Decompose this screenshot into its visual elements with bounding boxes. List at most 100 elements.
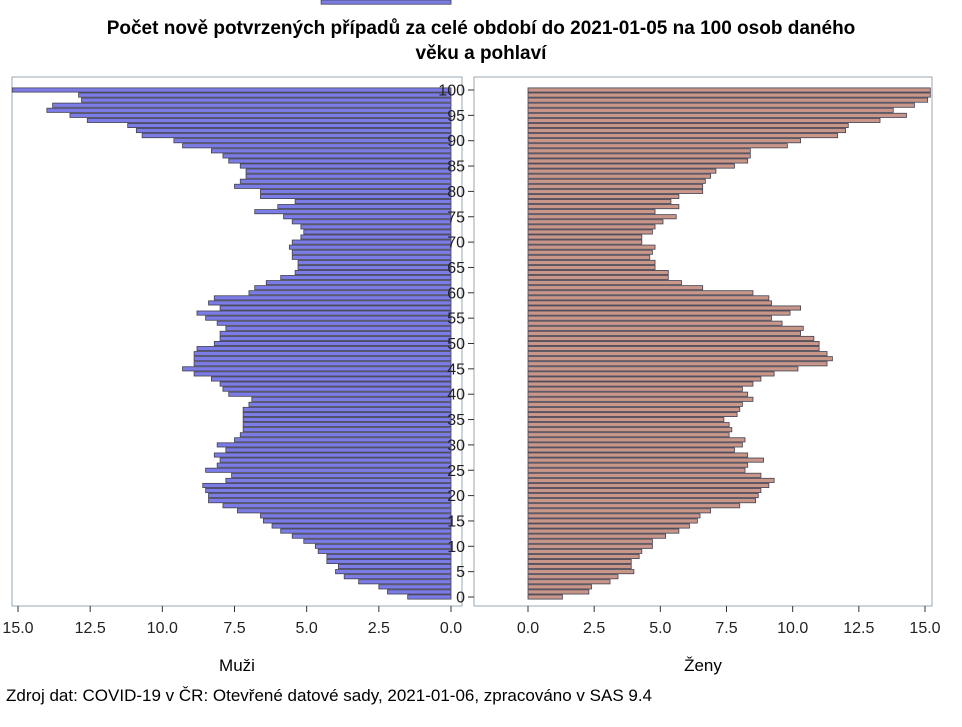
- women-x-tick-label: 5.0: [649, 620, 671, 637]
- y-tick-label: 70: [447, 235, 465, 252]
- y-tick-label: 45: [447, 361, 465, 378]
- women-bar-age-93: [527, 122, 849, 128]
- women-bar-age-9: [527, 548, 643, 554]
- y-tick-label: 75: [447, 209, 465, 226]
- y-tick-label: 100: [438, 83, 465, 100]
- y-tick-label: 25: [447, 463, 465, 480]
- men-bar-age-42: [219, 381, 452, 387]
- women-bar-age-23: [527, 477, 775, 483]
- women-bar-age-78: [527, 199, 672, 205]
- women-bar-age-67: [527, 254, 651, 260]
- men-bar-age-83: [245, 173, 452, 179]
- women-bar-age-25: [527, 467, 746, 473]
- women-bar-age-88: [527, 148, 751, 154]
- women-bar-age-77: [527, 204, 680, 210]
- men-bar-age-85: [239, 163, 452, 169]
- women-bar-age-86: [527, 158, 749, 164]
- women-bar-age-52: [527, 330, 802, 336]
- women-x-tick-label: 2.5: [583, 620, 605, 637]
- y-tick-label: 50: [447, 336, 465, 353]
- chart-title: Počet nově potvrzených případů za celé o…: [0, 16, 962, 66]
- women-bar-age-7: [527, 559, 632, 565]
- men-bar-age-25: [205, 467, 452, 473]
- women-bar-age-16: [527, 513, 701, 519]
- women-bar-age-41: [527, 386, 743, 392]
- y-tick-label: 85: [447, 159, 465, 176]
- men-bar-age-9: [317, 548, 452, 554]
- men-bar-age-62: [265, 280, 452, 286]
- men-bar-age-63: [280, 275, 452, 281]
- men-bar-age-3: [358, 579, 452, 585]
- men-bar-age-16: [260, 513, 452, 519]
- men-bar-age-37: [242, 406, 452, 412]
- chart-title-line1: Počet nově potvrzených případů za celé o…: [106, 18, 856, 39]
- men-bar-age-69: [288, 244, 452, 250]
- y-tick-label: 55: [447, 311, 465, 328]
- men-bar-age-0: [407, 594, 452, 600]
- women-bar-age-58: [527, 300, 772, 306]
- women-bar-age-85: [527, 163, 735, 169]
- men-bar-age-92: [135, 128, 452, 134]
- men-bar-age-47: [193, 356, 452, 362]
- men-bar-age-44: [193, 371, 452, 377]
- men-bar-age-99: [78, 92, 452, 98]
- women-bar-age-60: [527, 290, 754, 296]
- men-bar-age-10: [314, 543, 452, 549]
- men-bar-age-39: [251, 396, 452, 402]
- men-x-tick-label: 0.0: [440, 620, 462, 637]
- men-bar-age-18: [222, 503, 452, 509]
- women-bar-age-44: [527, 371, 775, 377]
- women-bar-age-3: [527, 579, 611, 585]
- men-bar-age-88: [211, 148, 452, 154]
- men-bar-age-66: [297, 259, 452, 265]
- men-bar-age-59: [213, 295, 452, 301]
- women-bar-age-84: [527, 168, 717, 174]
- women-bar-age-43: [527, 376, 762, 382]
- men-bar-age-13: [280, 528, 452, 534]
- women-bar-age-59: [527, 295, 770, 301]
- women-bar-age-76: [527, 209, 656, 215]
- men-bar-age-5: [335, 569, 452, 575]
- women-bar-age-12: [527, 533, 667, 539]
- women-bar-age-38: [527, 401, 743, 407]
- women-bar-age-100: [527, 87, 931, 93]
- women-bar-age-91: [527, 133, 839, 139]
- women-bar-age-4: [527, 574, 619, 580]
- women-bar-age-11: [527, 538, 653, 544]
- men-bar-age-48: [193, 351, 452, 357]
- women-bar-age-28: [527, 452, 749, 458]
- men-bar-age-78: [294, 199, 452, 205]
- men-bar-age-29: [225, 447, 452, 453]
- men-bar-age-45: [182, 366, 452, 372]
- women-bar-age-35: [527, 417, 725, 423]
- women-bar-age-96: [527, 107, 894, 113]
- women-bar-age-33: [527, 427, 733, 433]
- women-bar-age-83: [527, 173, 712, 179]
- men-bar-age-72: [303, 229, 452, 235]
- men-bar-age-68: [291, 249, 452, 255]
- women-bar-age-42: [527, 381, 754, 387]
- women-bar-age-68: [527, 249, 653, 255]
- women-bar-age-95: [527, 112, 907, 118]
- men-bar-age-65: [297, 264, 452, 270]
- men-bar-age-26: [216, 462, 452, 468]
- women-x-tick-label: 10.0: [777, 620, 808, 637]
- men-bar-age-51: [219, 335, 452, 341]
- women-bar-age-29: [527, 447, 735, 453]
- men-bar-age-84: [245, 168, 452, 174]
- women-bar-age-49: [527, 346, 820, 352]
- men-bar-age-94: [86, 117, 452, 123]
- women-bar-age-89: [527, 143, 788, 149]
- women-bar-age-1: [527, 589, 590, 595]
- women-bar-age-39: [527, 396, 754, 402]
- women-bar-age-5: [527, 569, 635, 575]
- women-bar-age-0: [527, 594, 563, 600]
- women-bar-age-53: [527, 325, 804, 331]
- women-bar-age-18: [527, 503, 741, 509]
- y-tick-label: 10: [447, 539, 465, 556]
- men-bar-age-75: [283, 214, 452, 220]
- men-bar-age-2: [378, 584, 452, 590]
- women-bar-age-61: [527, 285, 704, 291]
- women-bar-age-80: [527, 188, 704, 194]
